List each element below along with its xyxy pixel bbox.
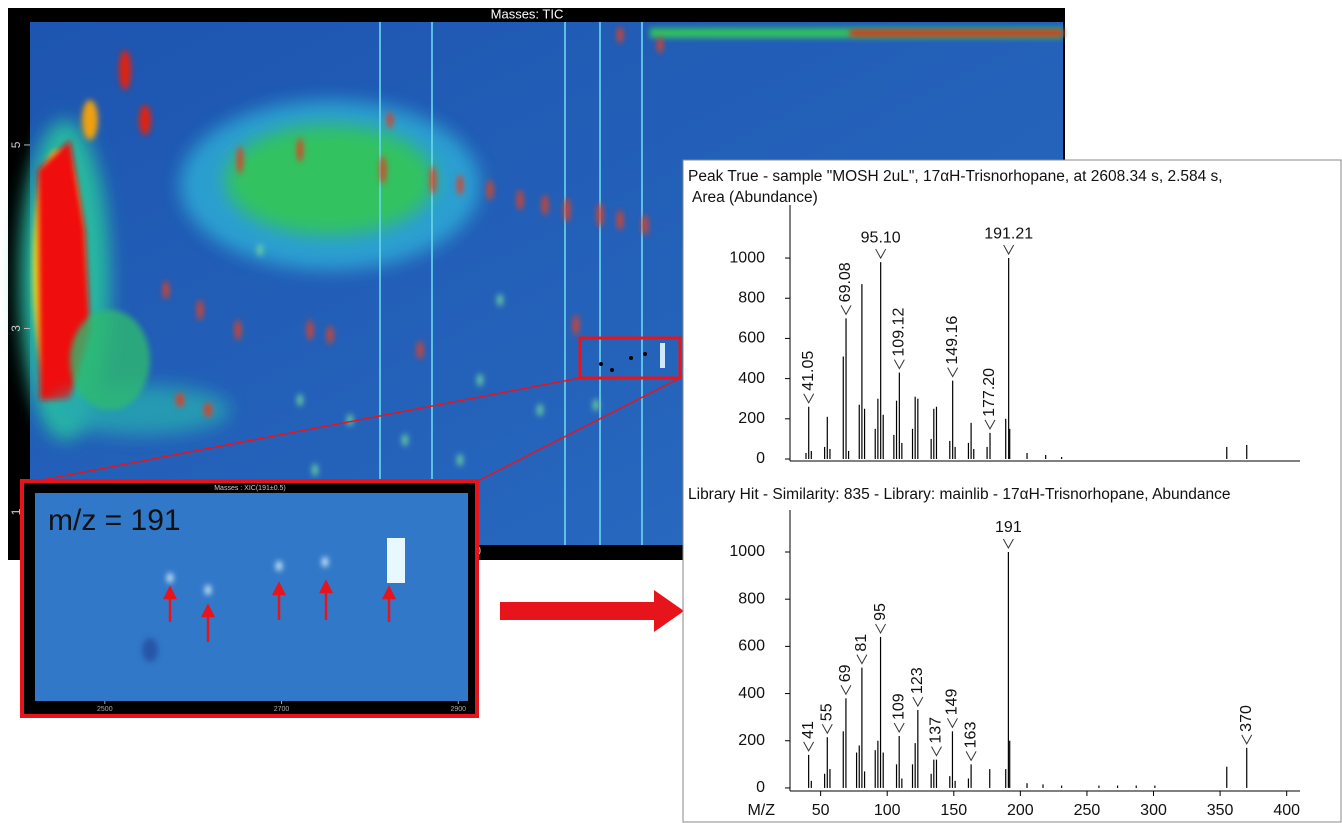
peak-label: 163 bbox=[962, 722, 979, 749]
x-tick-label: 300 bbox=[1140, 802, 1167, 819]
peak-marker bbox=[1241, 734, 1253, 745]
y-tick-label: 1000 bbox=[729, 543, 765, 560]
zoom-bar bbox=[660, 343, 665, 368]
peak-label: 69.08 bbox=[837, 262, 854, 302]
peak-marker bbox=[965, 751, 977, 762]
zoom-line bbox=[475, 377, 681, 483]
arrow bbox=[500, 590, 684, 632]
y-tick-label: 200 bbox=[738, 410, 765, 427]
peak-label: 109 bbox=[890, 693, 907, 720]
y-tick-label: 5 bbox=[9, 141, 23, 148]
peak-label: 81 bbox=[853, 634, 870, 652]
peak-marker bbox=[803, 393, 815, 404]
peak-marker bbox=[947, 718, 958, 729]
peak-label: 41 bbox=[800, 721, 817, 739]
x-tick-label: 250 bbox=[1074, 802, 1101, 819]
zoom-line bbox=[31, 377, 581, 483]
peak-label: 177.20 bbox=[981, 368, 998, 417]
inset-bar bbox=[387, 538, 405, 583]
inset-annotation: m/z = 191 bbox=[48, 504, 181, 537]
peak-label: 109.12 bbox=[891, 308, 908, 357]
peak-label: 191.21 bbox=[984, 225, 1033, 242]
peak-label: 149.16 bbox=[944, 316, 961, 365]
peak-marker bbox=[856, 654, 868, 665]
x-tick-label: 350 bbox=[1207, 802, 1234, 819]
zoom-box bbox=[578, 336, 682, 380]
chart-title: Library Hit - Similarity: 835 - Library:… bbox=[688, 486, 1231, 503]
peak-marker bbox=[821, 723, 833, 735]
y-tick-label: 600 bbox=[738, 330, 765, 347]
y-tick-label: 800 bbox=[738, 590, 765, 607]
y-tick-label: 800 bbox=[738, 289, 765, 306]
peak-marker bbox=[912, 696, 924, 708]
peak-label: 41.05 bbox=[800, 351, 817, 391]
contour-streaks bbox=[379, 22, 643, 545]
x-tick-label: 400 bbox=[1273, 802, 1300, 819]
peak-marker bbox=[840, 685, 852, 696]
contour-peaks bbox=[163, 27, 663, 417]
x-tick-label: 100 bbox=[874, 802, 901, 819]
peak-marker bbox=[893, 722, 905, 734]
peak-marker bbox=[893, 359, 905, 370]
peak-label: 55 bbox=[819, 703, 836, 721]
peak-label: 123 bbox=[909, 667, 926, 694]
peak-label: 69 bbox=[837, 664, 854, 682]
peak-marker bbox=[984, 419, 996, 430]
inset-plot bbox=[35, 493, 468, 701]
peak-marker bbox=[1002, 538, 1014, 550]
inset-peaks bbox=[167, 557, 328, 595]
x-tick-label: 2500 bbox=[97, 706, 113, 713]
x-tick-label: 2900 bbox=[450, 706, 466, 713]
y-tick-label: 0 bbox=[756, 779, 765, 796]
peak-marker bbox=[931, 746, 942, 757]
peak-marker bbox=[840, 305, 852, 316]
chart-title: Peak True - sample "MOSH 2uL", 17αH-Tris… bbox=[688, 168, 1223, 185]
y-tick-label: 200 bbox=[738, 732, 765, 749]
x-tick-label: 200 bbox=[1007, 802, 1034, 819]
x-tick-label: 150 bbox=[940, 802, 967, 819]
contour-blobs bbox=[20, 28, 1063, 440]
x-axis-label: M/Z bbox=[747, 802, 775, 819]
chart-title: Area (Abundance) bbox=[692, 189, 818, 206]
y-tick-label: 3 bbox=[9, 325, 23, 332]
peak-marker bbox=[803, 741, 815, 752]
peak-label: 95 bbox=[872, 603, 889, 621]
x-tick-label: 2700 bbox=[274, 706, 290, 713]
y-tick-label: 400 bbox=[738, 685, 765, 702]
zoom-dots bbox=[599, 352, 647, 372]
inset-title: Masses : XIC(191±0.5) bbox=[214, 485, 286, 492]
peak-label: 95.10 bbox=[861, 229, 901, 246]
peak-marker bbox=[875, 623, 886, 634]
peak-label: 149 bbox=[944, 689, 961, 716]
y-tick-label: 600 bbox=[738, 638, 765, 655]
y-tick-label: 0 bbox=[756, 450, 765, 467]
inset: Masses : XIC(191±0.5) m/z = 191 2500 2700… bbox=[20, 479, 479, 718]
peak-marker bbox=[1003, 244, 1015, 256]
peak-marker bbox=[875, 248, 887, 260]
peak-label: 137 bbox=[928, 717, 945, 744]
contour-title: Masses: TIC bbox=[491, 6, 564, 21]
peak-label: 191 bbox=[995, 519, 1022, 536]
x-tick-label: 50 bbox=[812, 802, 830, 819]
y-tick-label: 400 bbox=[738, 370, 765, 387]
inset-arrows bbox=[162, 579, 397, 642]
contour-dots bbox=[257, 244, 599, 476]
peak-marker bbox=[947, 367, 959, 378]
spectrum-panel bbox=[682, 159, 1342, 823]
peak-label: 370 bbox=[1238, 705, 1255, 732]
y-tick-label: 1000 bbox=[729, 249, 765, 266]
y-tick-label: 1 bbox=[9, 508, 23, 515]
